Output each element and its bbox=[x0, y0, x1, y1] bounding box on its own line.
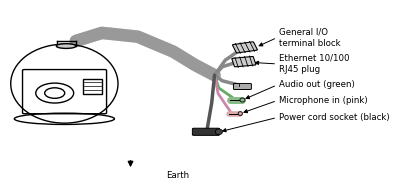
Text: Audio out (green): Audio out (green) bbox=[279, 80, 355, 89]
Text: Earth: Earth bbox=[166, 171, 189, 180]
Text: Power cord socket (black): Power cord socket (black) bbox=[279, 113, 390, 122]
Bar bbox=[83, 79, 102, 94]
Text: Ethernet 10/100
RJ45 plug: Ethernet 10/100 RJ45 plug bbox=[279, 54, 350, 74]
Ellipse shape bbox=[215, 129, 222, 135]
Text: Microphone in (pink): Microphone in (pink) bbox=[279, 96, 368, 105]
FancyBboxPatch shape bbox=[232, 56, 256, 67]
FancyBboxPatch shape bbox=[192, 128, 220, 135]
FancyBboxPatch shape bbox=[232, 42, 257, 53]
Text: General I/O
terminal block: General I/O terminal block bbox=[279, 28, 340, 48]
Ellipse shape bbox=[56, 44, 76, 48]
Ellipse shape bbox=[238, 112, 242, 115]
Ellipse shape bbox=[240, 98, 245, 102]
FancyBboxPatch shape bbox=[234, 83, 251, 89]
